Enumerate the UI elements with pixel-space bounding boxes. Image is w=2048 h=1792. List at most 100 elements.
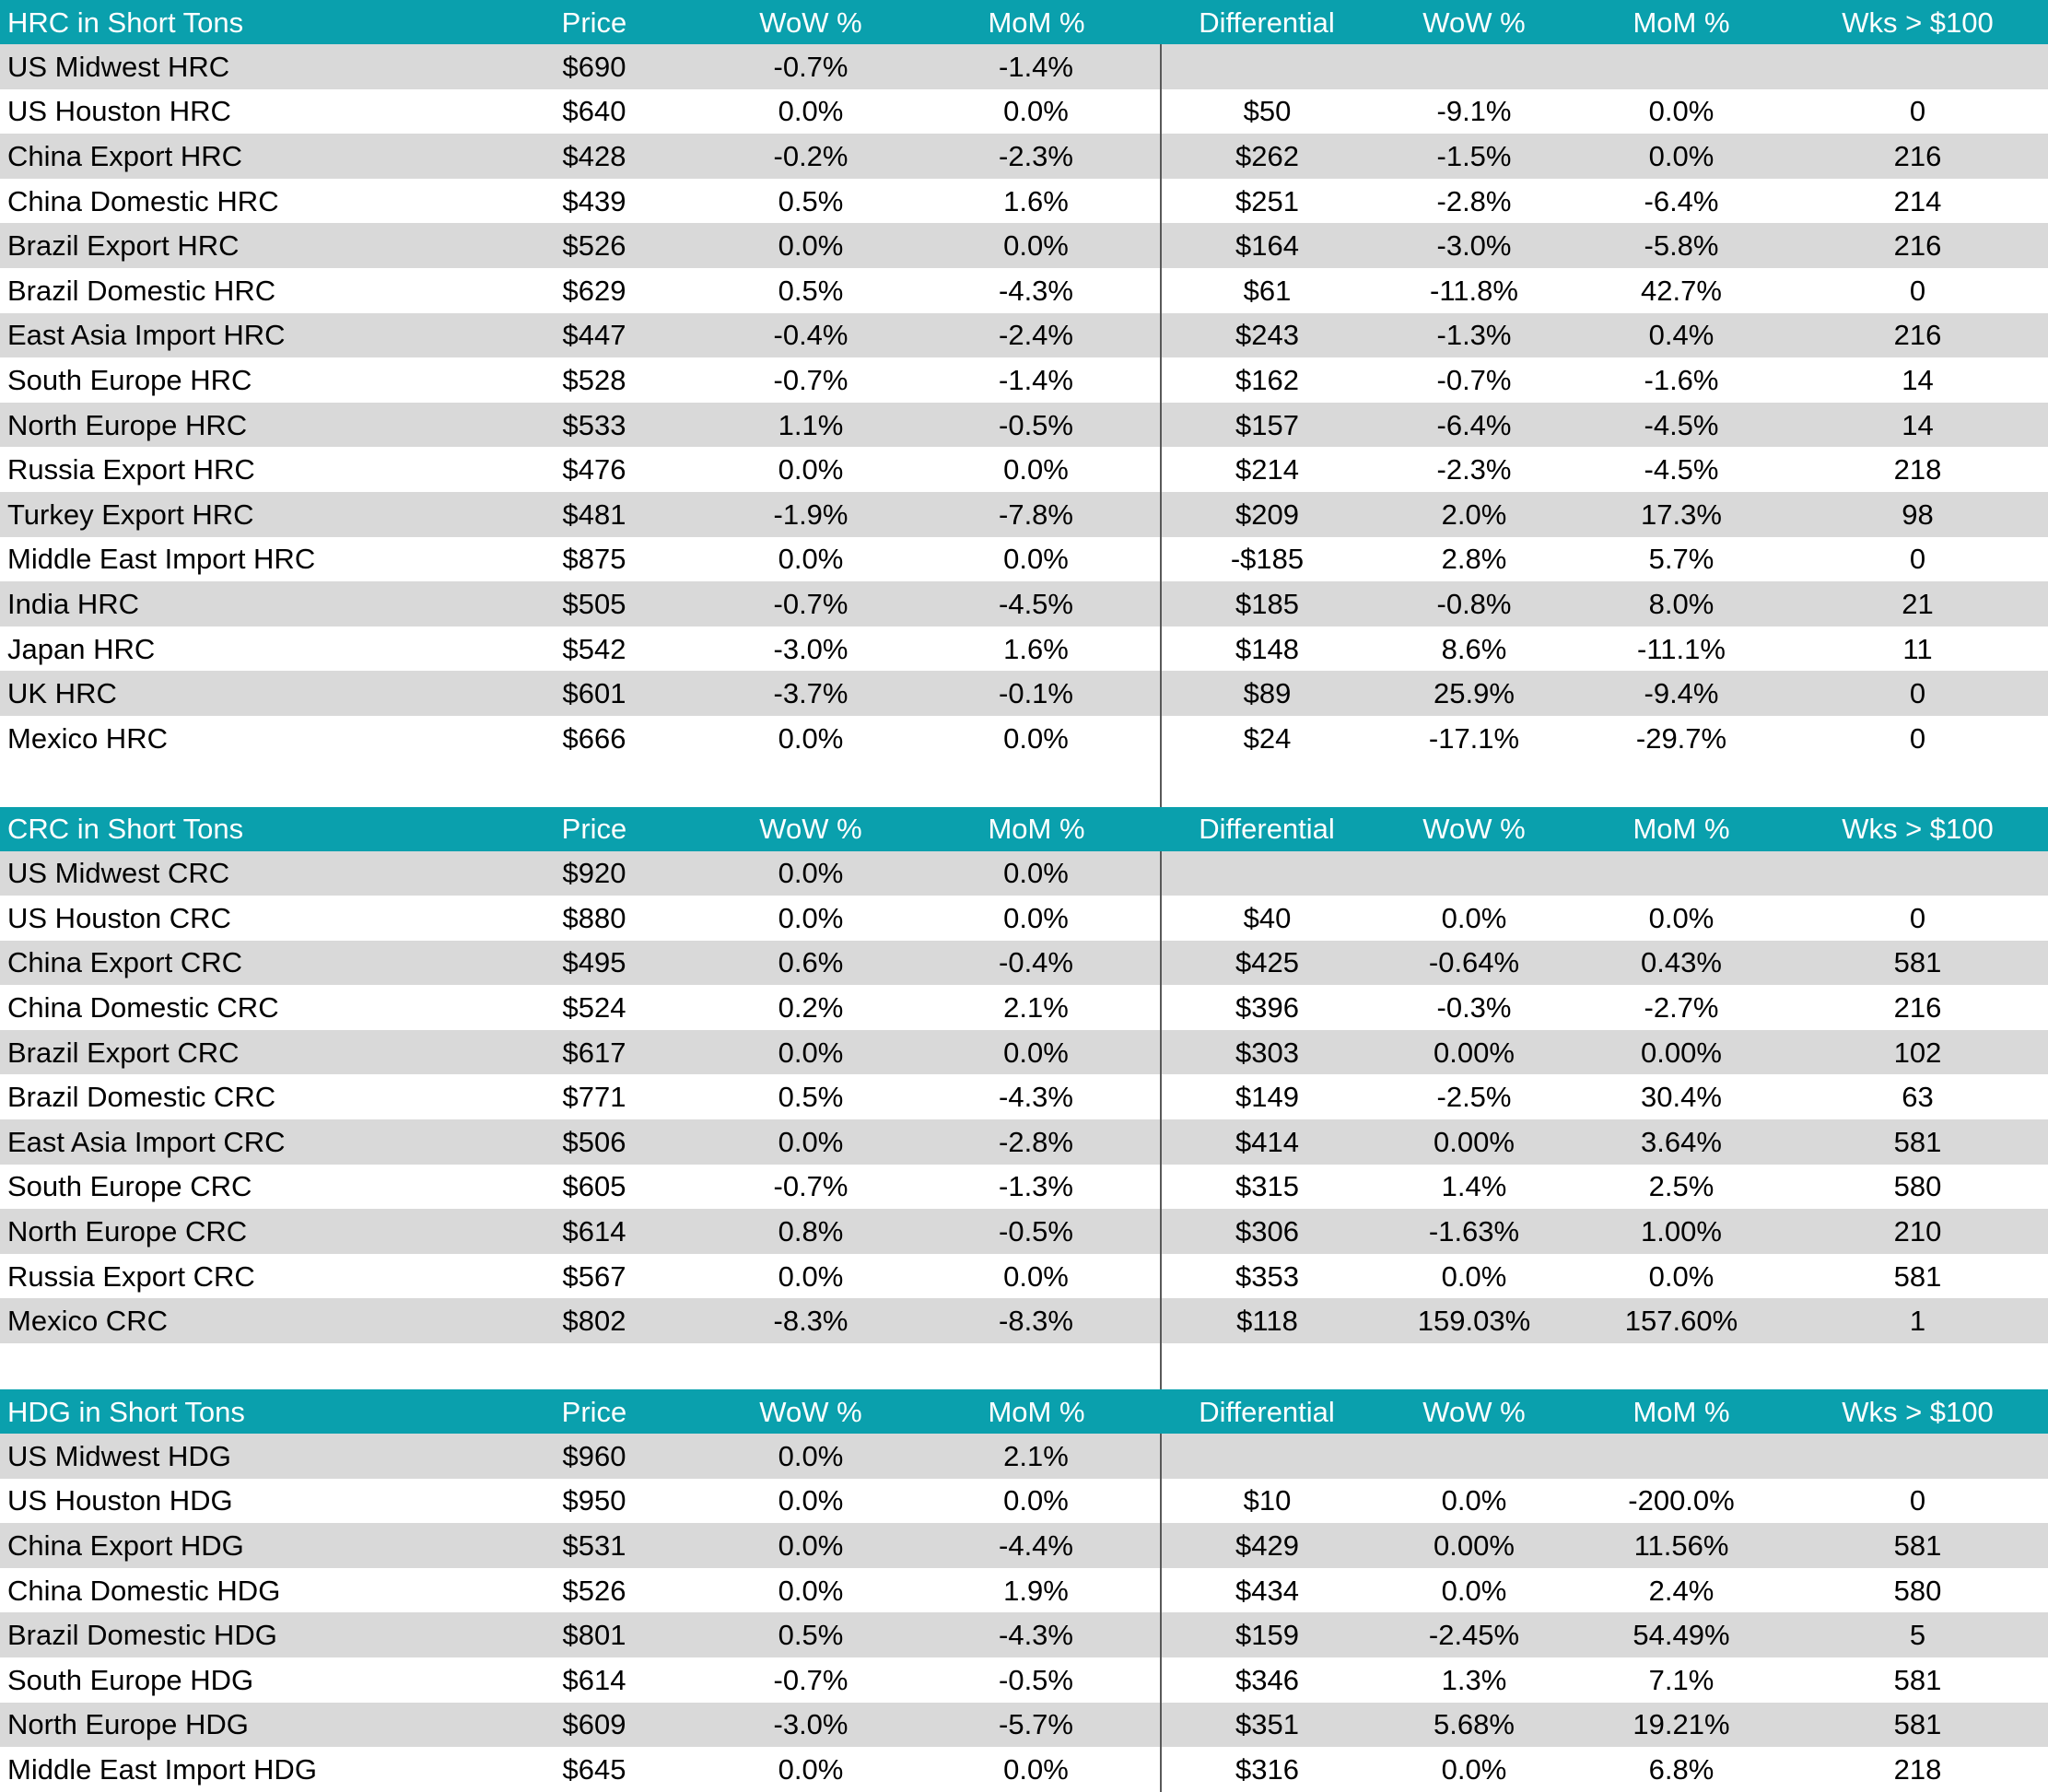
cell-differential: $148 bbox=[1160, 626, 1373, 672]
cell-price: $880 bbox=[479, 896, 709, 941]
cell-diff-wow-pct: -2.5% bbox=[1373, 1074, 1575, 1120]
cell-price: $801 bbox=[479, 1612, 709, 1657]
cell-wow-pct: 0.0% bbox=[709, 896, 912, 941]
cell-wks-gt-100: 98 bbox=[1787, 491, 2048, 537]
cell-wks-gt-100 bbox=[1787, 850, 2048, 896]
cell-mom-pct: 1.6% bbox=[912, 626, 1161, 672]
table-row: China Export HRC $428 -0.2% -2.3% $262 -1.5% 0… bbox=[0, 134, 2048, 179]
section-title: CRC in Short Tons bbox=[0, 806, 479, 851]
cell-differential: $164 bbox=[1160, 223, 1373, 268]
cell-price: $802 bbox=[479, 1298, 709, 1344]
cell-wks-gt-100: 0 bbox=[1787, 896, 2048, 941]
row-label: South Europe HRC bbox=[0, 357, 479, 403]
cell-wow-pct: 0.0% bbox=[709, 850, 912, 896]
cell-mom-pct: -2.4% bbox=[912, 312, 1161, 358]
cell-wks-gt-100: 0 bbox=[1787, 536, 2048, 582]
cell-wow-pct: -0.4% bbox=[709, 312, 912, 358]
cell-price: $526 bbox=[479, 223, 709, 268]
row-label: US Midwest HDG bbox=[0, 1434, 479, 1479]
table-row: Turkey Export HRC $481 -1.9% -7.8% $209 2.0% 1… bbox=[0, 491, 2048, 537]
cell-wow-pct: 0.5% bbox=[709, 178, 912, 224]
table-row: North Europe HDG $609 -3.0% -5.7% $351 5.68% 1… bbox=[0, 1702, 2048, 1748]
cell-mom-pct: -0.5% bbox=[912, 1209, 1161, 1254]
cell-mom-pct: 0.0% bbox=[912, 1478, 1161, 1524]
gap-cell bbox=[1373, 760, 1575, 807]
cell-price: $640 bbox=[479, 88, 709, 135]
cell-mom-pct: 0.0% bbox=[912, 1029, 1161, 1075]
cell-price: $495 bbox=[479, 940, 709, 986]
cell-price: $533 bbox=[479, 402, 709, 448]
cell-diff-wow-pct: -2.45% bbox=[1373, 1612, 1575, 1657]
cell-price: $617 bbox=[479, 1029, 709, 1075]
section-title: HDG in Short Tons bbox=[0, 1389, 479, 1435]
cell-differential: $434 bbox=[1160, 1567, 1373, 1613]
row-label: UK HRC bbox=[0, 671, 479, 716]
row-label: Mexico HRC bbox=[0, 715, 479, 761]
row-label: China Domestic HRC bbox=[0, 178, 479, 224]
cell-diff-mom-pct: -200.0% bbox=[1575, 1478, 1787, 1524]
cell-differential: $157 bbox=[1160, 402, 1373, 448]
cell-diff-mom-pct: 17.3% bbox=[1575, 491, 1787, 537]
table-row: South Europe CRC $605 -0.7% -1.3% $315 1.4% 2.… bbox=[0, 1164, 2048, 1210]
cell-differential: $162 bbox=[1160, 357, 1373, 403]
cell-wow-pct: 0.0% bbox=[709, 1119, 912, 1165]
cell-wks-gt-100: 0 bbox=[1787, 1478, 2048, 1524]
cell-wow-pct: -0.7% bbox=[709, 44, 912, 89]
col-header-price: Price bbox=[479, 0, 709, 44]
cell-wks-gt-100 bbox=[1787, 44, 2048, 89]
cell-diff-wow-pct: -0.7% bbox=[1373, 357, 1575, 403]
cell-wow-pct: -0.2% bbox=[709, 134, 912, 179]
cell-wks-gt-100: 14 bbox=[1787, 402, 2048, 448]
col-header-diff-mom-pct: MoM % bbox=[1575, 806, 1787, 851]
cell-diff-mom-pct: -9.4% bbox=[1575, 671, 1787, 716]
cell-wow-pct: 1.1% bbox=[709, 402, 912, 448]
cell-wow-pct: -1.9% bbox=[709, 491, 912, 537]
cell-diff-mom-pct bbox=[1575, 44, 1787, 89]
cell-mom-pct: 0.0% bbox=[912, 1747, 1161, 1792]
cell-differential: $303 bbox=[1160, 1029, 1373, 1075]
cell-diff-wow-pct: -17.1% bbox=[1373, 715, 1575, 761]
cell-mom-pct: -2.3% bbox=[912, 134, 1161, 179]
cell-wks-gt-100: 580 bbox=[1787, 1164, 2048, 1210]
gap-cell bbox=[0, 760, 479, 807]
col-header-mom-pct: MoM % bbox=[912, 1389, 1161, 1435]
cell-diff-mom-pct: 6.8% bbox=[1575, 1747, 1787, 1792]
cell-diff-wow-pct: 0.00% bbox=[1373, 1523, 1575, 1568]
cell-mom-pct: -4.3% bbox=[912, 1074, 1161, 1120]
cell-wks-gt-100: 216 bbox=[1787, 223, 2048, 268]
cell-mom-pct: -1.3% bbox=[912, 1164, 1161, 1210]
row-label: East Asia Import HRC bbox=[0, 312, 479, 358]
cell-diff-wow-pct: 0.0% bbox=[1373, 1478, 1575, 1524]
cell-diff-mom-pct: 0.0% bbox=[1575, 896, 1787, 941]
table-row: North Europe CRC $614 0.8% -0.5% $306 -1.63% 1… bbox=[0, 1209, 2048, 1254]
table-row: Mexico CRC $802 -8.3% -8.3% $118 159.03% 157.6… bbox=[0, 1298, 2048, 1344]
gap-cell bbox=[479, 760, 709, 807]
section-header-row: HDG in Short Tons Price WoW % MoM % Differen… bbox=[0, 1389, 2048, 1435]
section-gap-row bbox=[0, 760, 2048, 807]
row-label: South Europe HDG bbox=[0, 1657, 479, 1703]
cell-diff-mom-pct: 7.1% bbox=[1575, 1657, 1787, 1703]
cell-mom-pct: 0.0% bbox=[912, 223, 1161, 268]
row-label: US Houston CRC bbox=[0, 896, 479, 941]
cell-differential: $396 bbox=[1160, 985, 1373, 1030]
cell-wks-gt-100: 0 bbox=[1787, 88, 2048, 135]
cell-mom-pct: -4.4% bbox=[912, 1523, 1161, 1568]
cell-diff-mom-pct: 19.21% bbox=[1575, 1702, 1787, 1748]
table-row: Middle East Import HRC $875 0.0% 0.0% -$185 2… bbox=[0, 536, 2048, 582]
cell-wow-pct: 0.8% bbox=[709, 1209, 912, 1254]
cell-wow-pct: 0.5% bbox=[709, 267, 912, 313]
gap-cell bbox=[709, 760, 912, 807]
table-row: Russia Export CRC $567 0.0% 0.0% $353 0.0% 0.0… bbox=[0, 1253, 2048, 1299]
gap-cell bbox=[1787, 760, 2048, 807]
cell-differential: $429 bbox=[1160, 1523, 1373, 1568]
cell-mom-pct: -5.7% bbox=[912, 1702, 1161, 1748]
cell-differential: $149 bbox=[1160, 1074, 1373, 1120]
cell-differential: $262 bbox=[1160, 134, 1373, 179]
cell-wow-pct: -3.7% bbox=[709, 671, 912, 716]
table-row: East Asia Import HRC $447 -0.4% -2.4% $243 -1… bbox=[0, 312, 2048, 358]
cell-differential: $61 bbox=[1160, 267, 1373, 313]
cell-diff-wow-pct: 25.9% bbox=[1373, 671, 1575, 716]
table-row: Mexico HRC $666 0.0% 0.0% $24 -17.1% -29.7% 0 bbox=[0, 715, 2048, 761]
table-row: US Midwest HRC $690 -0.7% -1.4% bbox=[0, 44, 2048, 89]
cell-diff-mom-pct: 0.0% bbox=[1575, 134, 1787, 179]
